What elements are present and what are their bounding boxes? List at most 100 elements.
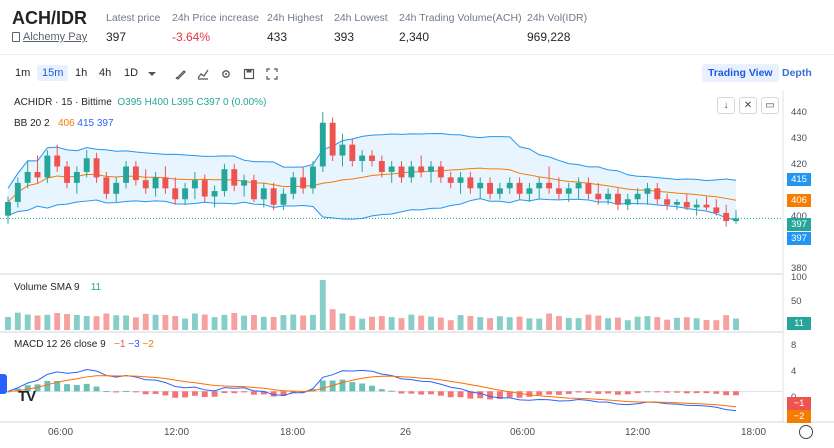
candle-body: [201, 180, 208, 197]
stat-value: 2,340: [399, 30, 430, 44]
macd-histogram-bar: [506, 391, 513, 398]
draw-icon[interactable]: [175, 68, 187, 80]
save-icon[interactable]: [243, 68, 255, 80]
candle-body: [565, 188, 572, 194]
stat-value: 969,228: [527, 30, 571, 44]
macd-hist-tag: −1: [787, 397, 811, 410]
stat-24h-low: 24h Lowest 393: [334, 12, 388, 44]
candle-body: [418, 166, 425, 172]
open-label: O: [117, 97, 126, 108]
bb-basis-value: 406: [57, 118, 75, 129]
timeframe-1d[interactable]: 1D: [124, 67, 139, 79]
candle-body: [329, 122, 336, 156]
volume-bar: [398, 318, 405, 330]
bollinger-fill: [8, 133, 736, 221]
volume-bar: [319, 280, 326, 330]
time-axis-label: 06:00: [48, 427, 74, 438]
volume-bar: [683, 317, 690, 330]
last-price-tag: 397: [787, 218, 811, 231]
volume-bar: [5, 317, 11, 330]
macd-histogram-bar: [250, 391, 257, 395]
pane-drag-handle[interactable]: [0, 374, 7, 394]
volume-bar: [565, 317, 572, 330]
stat-value: 397: [106, 30, 127, 44]
volume-bar: [575, 318, 582, 330]
volume-bar: [300, 315, 307, 330]
volume-bar: [231, 313, 238, 330]
stat-label: 24h Price increase: [172, 12, 259, 24]
time-axis-label: 06:00: [510, 427, 536, 438]
tab-trading-view[interactable]: Trading View: [702, 64, 779, 82]
time-axis-label: 12:00: [625, 427, 651, 438]
price-axis-label: 430: [791, 133, 807, 144]
macd-histogram-bar: [172, 391, 179, 398]
stat-latest-price: Latest price 397: [106, 12, 160, 44]
high-label: H: [144, 97, 152, 108]
volume-bar: [250, 315, 257, 330]
macd-histogram-bar: [24, 385, 31, 392]
chart-area[interactable]: ACHIDR · 15 · Bittime O395 H400 L395 C39…: [0, 90, 834, 448]
maximize-pane-button[interactable]: ▭: [761, 97, 779, 114]
stat-price-change: 24h Price increase -3.64%: [172, 12, 259, 44]
macd-histogram-bar: [182, 391, 189, 398]
candle-body: [34, 171, 41, 178]
macd-histogram-bar: [339, 379, 346, 392]
macd-histogram-bar: [231, 391, 238, 394]
candle-body: [172, 188, 179, 200]
volume-bar: [447, 320, 454, 330]
macd-histogram-bar: [487, 391, 494, 400]
timeframe-15m[interactable]: 15m: [37, 65, 69, 81]
candle-body: [693, 204, 700, 208]
provider-link[interactable]: Alchemy Pay: [12, 31, 87, 43]
volume-bar: [93, 316, 100, 330]
macd-histogram-bar: [280, 391, 287, 396]
volume-tag: 11: [787, 317, 811, 330]
macd-axis-label: 4: [791, 366, 797, 377]
indicator-icon[interactable]: [197, 68, 209, 80]
timeframe-1h[interactable]: 1h: [75, 67, 88, 79]
candle-body: [526, 188, 533, 194]
macd-label: MACD 12 26 close 9: [14, 339, 106, 350]
macd-signal-value: −2: [142, 339, 154, 350]
macd-histogram-bar: [319, 380, 326, 392]
macd-histogram-bar: [310, 389, 316, 392]
scroll-down-button[interactable]: ↓: [717, 97, 735, 114]
macd-axis-label: 8: [791, 340, 797, 351]
macd-hist-value: −1: [114, 339, 126, 350]
price-chart[interactable]: [0, 90, 834, 448]
volume-bar: [664, 319, 671, 330]
stat-label: 24h Vol(IDR): [527, 12, 588, 24]
macd-histogram-bar: [73, 384, 80, 392]
bb-upper-value: 415: [77, 118, 95, 129]
volume-bar: [516, 316, 523, 330]
macd-histogram-bar: [467, 391, 474, 399]
candle-body: [191, 180, 198, 189]
candle-body: [44, 155, 51, 178]
volume-bar: [713, 320, 720, 330]
candle-body: [477, 182, 484, 189]
candle-body: [536, 182, 543, 189]
volume-bar: [241, 315, 248, 330]
volume-bar: [152, 314, 159, 330]
candle-body: [54, 155, 61, 167]
chevron-down-icon[interactable]: [146, 68, 158, 80]
timeframe-1m[interactable]: 1m: [15, 67, 31, 79]
timeframe-4h[interactable]: 4h: [99, 67, 112, 79]
macd-histogram-bar: [624, 391, 631, 395]
macd-histogram-bar: [64, 384, 70, 392]
volume-bar: [526, 318, 533, 330]
settings-icon[interactable]: [220, 68, 232, 80]
macd-histogram-bar: [536, 391, 543, 396]
bb-label: BB 20 2: [14, 118, 50, 129]
macd-histogram-bar: [191, 391, 198, 396]
macd-histogram-bar: [369, 385, 375, 392]
chart-settings-icon[interactable]: [799, 425, 813, 439]
bb-legend: BB 20 2 406 415 397: [14, 118, 114, 129]
volume-bar: [477, 317, 484, 330]
tab-depth[interactable]: Depth: [782, 67, 812, 79]
macd-histogram-bar: [270, 391, 277, 397]
macd-histogram-bar: [674, 391, 680, 393]
fullscreen-icon[interactable]: [266, 68, 278, 80]
close-pane-button[interactable]: ✕: [739, 97, 757, 114]
macd-histogram-bar: [723, 391, 730, 396]
